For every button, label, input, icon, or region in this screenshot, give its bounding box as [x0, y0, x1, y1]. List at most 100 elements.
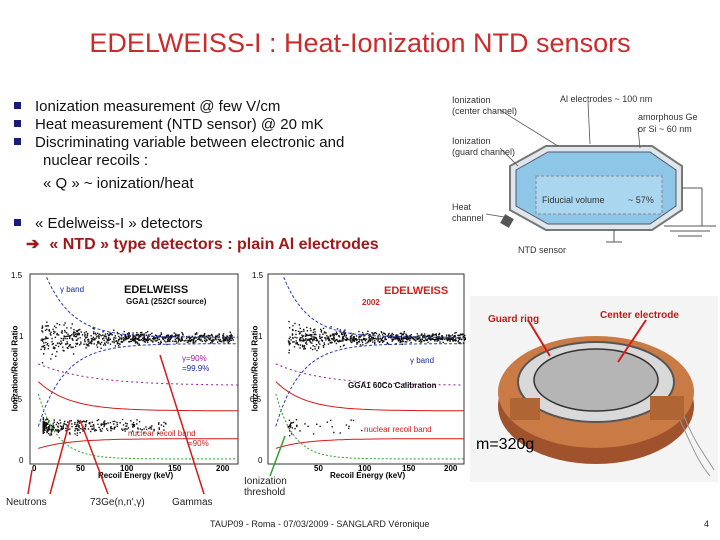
- scatter-point: [91, 340, 93, 343]
- scatter-point: [55, 326, 57, 329]
- scatter-point: [312, 338, 314, 341]
- scatter-plot-2: Ionization/Recoil Ratio Recoil Energy (k…: [244, 268, 470, 484]
- scatter-point: [90, 342, 93, 345]
- scatter-point: [451, 338, 453, 341]
- scatter-point: [402, 337, 404, 340]
- scatter-point: [160, 424, 163, 426]
- scatter-point: [97, 340, 100, 343]
- scatter-point: [139, 334, 142, 336]
- scatter-point: [150, 426, 152, 429]
- scatter-point: [228, 338, 231, 340]
- scatter-point: [62, 427, 65, 430]
- scatter-point: [303, 339, 306, 341]
- scatter-point: [454, 332, 456, 334]
- plot-1-xlabel: Recoil Energy (keV): [98, 471, 174, 480]
- scatter-point: [312, 433, 315, 435]
- scatter-point: [358, 330, 360, 333]
- scatter-point: [83, 343, 85, 346]
- scatter-point: [53, 421, 55, 423]
- scatter-point: [99, 334, 101, 336]
- bullet-2: Heat measurement (NTD sensor) @ 20 mK: [14, 116, 324, 133]
- ntd-text: « NTD » type detectors : plain Al electr…: [49, 236, 379, 253]
- scatter-point: [224, 337, 227, 340]
- scatter-point: [86, 345, 88, 347]
- scatter-point: [99, 428, 101, 431]
- scatter-point: [159, 335, 162, 338]
- scatter-point: [434, 339, 436, 341]
- scatter-point: [178, 334, 180, 337]
- scatter-point: [115, 337, 117, 339]
- scatter-point: [64, 420, 66, 423]
- scatter-point: [103, 423, 105, 425]
- scatter-point: [390, 337, 392, 339]
- plot-1-xtick: 0: [32, 464, 37, 473]
- scatter-point: [293, 346, 296, 348]
- scatter-point: [328, 338, 331, 341]
- scatter-point: [313, 339, 315, 341]
- scatter-point: [321, 336, 323, 338]
- scatter-point: [60, 337, 62, 340]
- scatter-point: [455, 331, 457, 334]
- scatter-point: [49, 434, 51, 436]
- scatter-point: [369, 338, 371, 340]
- scatter-point: [60, 331, 63, 333]
- scatter-point: [79, 337, 81, 339]
- scatter-point: [134, 342, 137, 344]
- scatter-point: [194, 336, 196, 338]
- scatter-point: [75, 330, 78, 332]
- scatter-point: [105, 341, 108, 343]
- scatter-point: [130, 340, 133, 342]
- scatter-point: [133, 340, 135, 342]
- scatter-point: [50, 429, 52, 431]
- scatter-point: [90, 340, 93, 342]
- scatter-point: [143, 337, 145, 339]
- scatter-point: [192, 340, 195, 343]
- scatter-point: [437, 338, 439, 341]
- plot-1-999: =99.9%: [182, 364, 210, 373]
- scatter-point: [311, 336, 313, 338]
- scatter-point: [303, 346, 306, 348]
- plot-2-source: GGA1 60Co Calibration: [348, 381, 437, 390]
- scatter-point: [114, 420, 116, 423]
- scatter-point: [327, 343, 330, 345]
- scatter-point: [47, 345, 50, 347]
- scatter-point: [229, 337, 232, 340]
- scatter-point: [86, 334, 89, 337]
- scatter-point: [435, 336, 438, 339]
- plot-1-nr90: =90%: [188, 439, 209, 448]
- scatter-point: [167, 338, 170, 340]
- scatter-point: [189, 340, 192, 343]
- scatter-point: [46, 428, 48, 430]
- scatter-point: [297, 344, 300, 346]
- scatter-point: [95, 337, 97, 339]
- scatter-point: [427, 341, 429, 344]
- scatter-point: [63, 336, 66, 338]
- scatter-point: [113, 338, 115, 340]
- scatter-point: [76, 330, 78, 333]
- scatter-point: [51, 353, 53, 356]
- scatter-point: [85, 424, 87, 426]
- scatter-point: [143, 339, 145, 341]
- scatter-point: [122, 429, 124, 431]
- scatter-point: [387, 334, 390, 336]
- scatter-point: [449, 340, 451, 342]
- scatter-point: [110, 427, 112, 430]
- scatter-point: [434, 340, 436, 342]
- scatter-point: [320, 337, 322, 339]
- scatter-point: [431, 335, 434, 337]
- scatter-point: [289, 342, 291, 345]
- scatter-point: [81, 334, 84, 336]
- plot-2-brand: EDELWEISS: [384, 285, 449, 297]
- scatter-point: [74, 421, 76, 424]
- scatter-point: [339, 345, 342, 348]
- bullet-marker: [14, 102, 21, 109]
- scatter-point: [140, 333, 143, 336]
- caption-gammas: Gammas: [172, 497, 213, 508]
- scatter-point: [442, 337, 444, 340]
- scatter-point: [211, 342, 213, 344]
- scatter-point: [380, 331, 383, 334]
- scatter-point: [287, 340, 290, 342]
- scatter-point: [410, 336, 413, 339]
- scatter-point: [74, 428, 77, 430]
- scatter-point: [62, 424, 65, 426]
